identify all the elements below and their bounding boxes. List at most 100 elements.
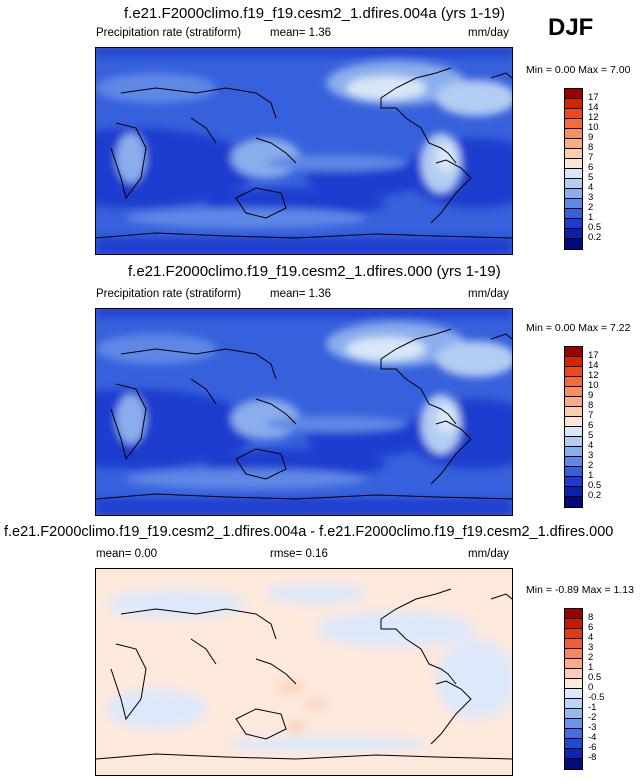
colorbar-tick-label: 10 — [588, 380, 599, 391]
colorbar-tick-label: 0.5 — [588, 222, 602, 233]
colorbar-swatch — [565, 159, 582, 169]
colorbar-swatch — [565, 99, 582, 109]
colorbar-tick-label: 2 — [588, 202, 594, 213]
colorbar-swatch — [565, 709, 582, 719]
colorbar-swatch — [565, 149, 582, 159]
panel-3-map — [95, 568, 513, 776]
colorbar-swatch — [565, 427, 582, 437]
colorbar-swatch — [565, 679, 582, 689]
colorbar-tick-label: 4 — [588, 182, 594, 193]
colorbar-tick-label: 0.5 — [588, 480, 602, 491]
colorbar-tick-label: -4 — [588, 732, 597, 743]
colorbar-tick-label: 12 — [588, 112, 599, 123]
colorbar-swatch — [565, 119, 582, 129]
colorbar-swatch — [565, 219, 582, 229]
colorbar-swatch — [565, 417, 582, 427]
colorbar-tick-label: 8 — [588, 612, 594, 623]
colorbar-swatch — [565, 347, 582, 357]
panel-3-title: f.e21.F2000climo.f19_f19.cesm2_1.dfires.… — [4, 524, 614, 540]
colorbar-swatch — [565, 699, 582, 709]
panel-3-minmax: Min = -0.89 Max = 1.13 — [526, 584, 634, 596]
colorbar-swatch — [565, 357, 582, 367]
colorbar-tick-label: 0.2 — [588, 232, 602, 243]
colorbar-tick-label: 9 — [588, 132, 594, 143]
panel-3-mean: mean= 0.00 — [96, 548, 158, 560]
colorbar-tick-label: 6 — [588, 162, 594, 173]
colorbar-tick-label: 0 — [588, 682, 594, 693]
colorbar-swatch — [565, 689, 582, 699]
panel-1-variable-label: Precipitation rate (stratiform) — [96, 27, 242, 39]
colorbar-swatch — [565, 367, 582, 377]
colorbar-tick-label: 4 — [588, 632, 594, 643]
colorbar-tick-label: 12 — [588, 370, 599, 381]
colorbar-swatch — [565, 739, 582, 749]
colorbar-swatch — [565, 179, 582, 189]
colorbar-swatch — [565, 169, 582, 179]
colorbar-tick-label: 7 — [588, 410, 594, 421]
panel-2-colorbar-cells — [564, 346, 583, 508]
colorbar-tick-label: 1 — [588, 212, 594, 223]
panel-2-mean: mean= 1.36 — [270, 288, 332, 300]
colorbar-swatch — [565, 437, 582, 447]
colorbar-swatch — [565, 497, 582, 507]
colorbar-swatch — [565, 649, 582, 659]
panel-1-colorbar-cells — [564, 88, 583, 250]
colorbar-tick-label: 17 — [588, 92, 599, 103]
colorbar-tick-label: -6 — [588, 742, 597, 753]
colorbar-tick-label: 3 — [588, 450, 594, 461]
colorbar-tick-label: 9 — [588, 390, 594, 401]
panel-1-title: f.e21.F2000climo.f19_f19.cesm2_1.dfires.… — [124, 5, 506, 22]
colorbar-tick-label: 4 — [588, 440, 594, 451]
colorbar-swatch — [565, 639, 582, 649]
colorbar-tick-label: 2 — [588, 460, 594, 471]
colorbar-tick-label: 3 — [588, 192, 594, 203]
colorbar-swatch — [565, 719, 582, 729]
colorbar-swatch — [565, 447, 582, 457]
colorbar-swatch — [565, 759, 582, 769]
colorbar-tick-label: 6 — [588, 622, 594, 633]
colorbar-tick-label: 14 — [588, 360, 599, 371]
colorbar-swatch — [565, 467, 582, 477]
panel-1-map — [95, 47, 513, 255]
colorbar-tick-label: 0.5 — [588, 672, 602, 683]
colorbar-swatch — [565, 609, 582, 619]
colorbar-swatch — [565, 239, 582, 249]
colorbar-swatch — [565, 619, 582, 629]
panel-2-variable-label: Precipitation rate (stratiform) — [96, 288, 242, 300]
colorbar-tick-label: 5 — [588, 430, 594, 441]
colorbar-tick-label: 3 — [588, 642, 594, 653]
season-label: DJF — [548, 14, 594, 41]
panel-2-units: mm/day — [468, 288, 509, 300]
colorbar-tick-label: -8 — [588, 752, 597, 763]
panel-2-title: f.e21.F2000climo.f19_f19.cesm2_1.dfires.… — [128, 263, 501, 280]
colorbar-swatch — [565, 477, 582, 487]
colorbar-tick-label: 14 — [588, 102, 599, 113]
colorbar-swatch — [565, 729, 582, 739]
colorbar-swatch — [565, 659, 582, 669]
colorbar-tick-label: 1 — [588, 662, 594, 673]
colorbar-swatch — [565, 209, 582, 219]
panel-2-minmax: Min = 0.00 Max = 7.22 — [526, 322, 631, 334]
colorbar-tick-label: -0.5 — [588, 692, 605, 703]
colorbar-tick-label: 8 — [588, 400, 594, 411]
colorbar-swatch — [565, 397, 582, 407]
colorbar-swatch — [565, 407, 582, 417]
colorbar-swatch — [565, 487, 582, 497]
colorbar-swatch — [565, 669, 582, 679]
colorbar-swatch — [565, 749, 582, 759]
colorbar-swatch — [565, 129, 582, 139]
colorbar-swatch — [565, 229, 582, 239]
colorbar-tick-label: -1 — [588, 702, 597, 713]
colorbar-tick-label: 7 — [588, 152, 594, 163]
colorbar-swatch — [565, 189, 582, 199]
colorbar-tick-label: 5 — [588, 172, 594, 183]
colorbar-swatch — [565, 109, 582, 119]
colorbar-tick-label: -3 — [588, 722, 597, 733]
colorbar-tick-label: 17 — [588, 350, 599, 361]
colorbar-tick-label: 0.2 — [588, 490, 602, 501]
colorbar-tick-label: 6 — [588, 420, 594, 431]
panel-1-units: mm/day — [468, 27, 509, 39]
colorbar-swatch — [565, 377, 582, 387]
colorbar-tick-label: 2 — [588, 652, 594, 663]
colorbar-swatch — [565, 629, 582, 639]
